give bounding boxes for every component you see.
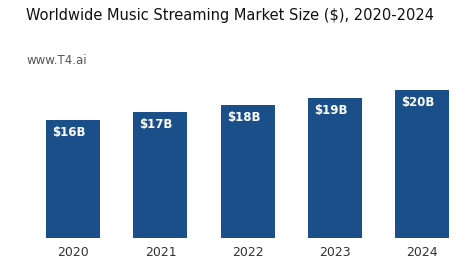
Text: $17B: $17B: [139, 118, 173, 131]
Bar: [308, 98, 362, 238]
Text: $18B: $18B: [227, 111, 260, 124]
Bar: [133, 112, 188, 238]
Text: $16B: $16B: [52, 126, 86, 139]
Bar: [46, 120, 100, 238]
Text: www.T4.ai: www.T4.ai: [26, 54, 87, 67]
Text: $20B: $20B: [401, 96, 435, 109]
Bar: [220, 105, 275, 238]
Text: Worldwide Music Streaming Market Size ($), 2020-2024: Worldwide Music Streaming Market Size ($…: [26, 8, 434, 23]
Bar: [395, 90, 449, 238]
Text: $19B: $19B: [314, 104, 347, 117]
